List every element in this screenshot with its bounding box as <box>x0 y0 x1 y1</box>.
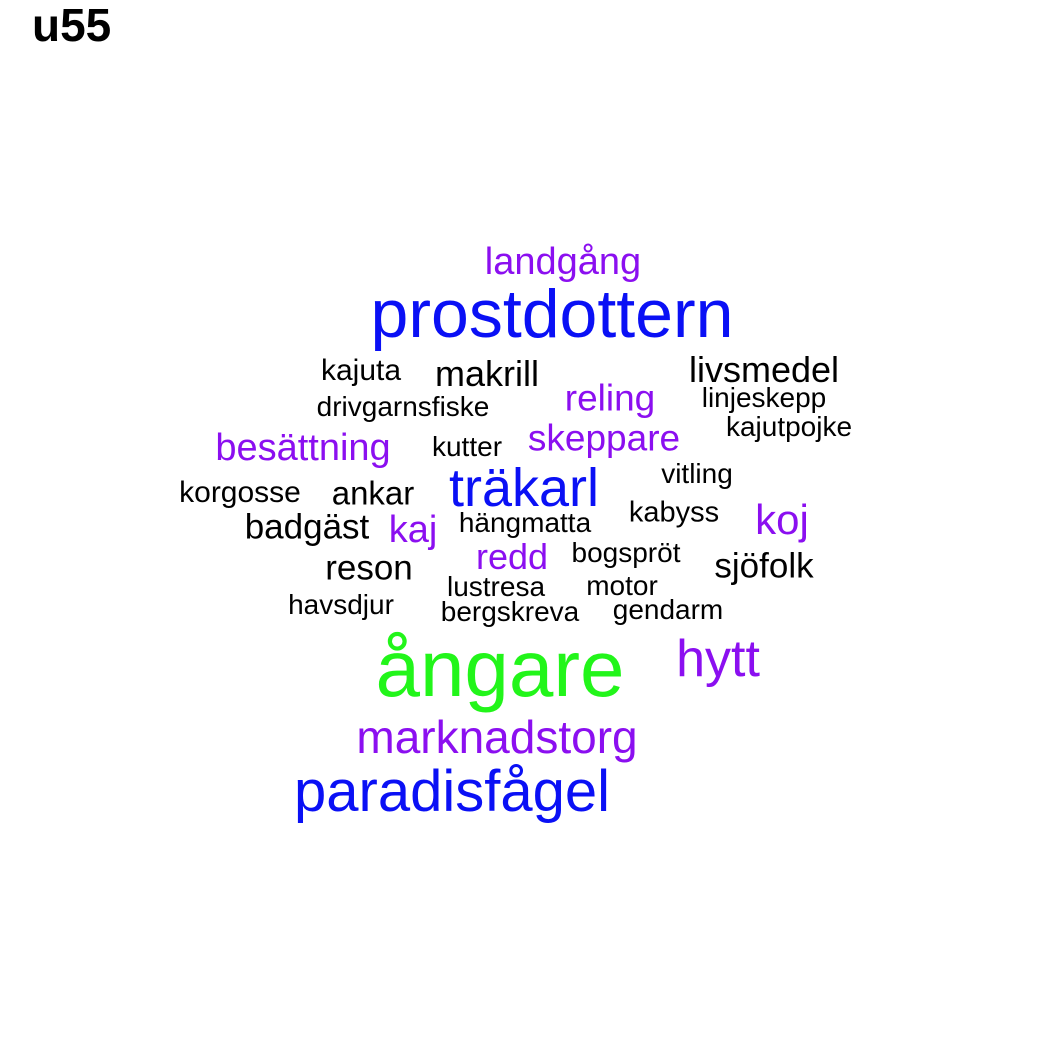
word-22: kajutpojke <box>725 411 853 442</box>
word-11: kaj <box>388 509 438 551</box>
word-7: besättning <box>215 427 391 469</box>
word-33: gendarm <box>612 594 724 625</box>
word-25: korgosse <box>179 476 301 509</box>
word-29: lustresa <box>446 571 546 602</box>
word-16: reson <box>325 548 413 588</box>
word-17: sjöfolk <box>714 546 814 586</box>
word-20: drivgarnsfiske <box>316 391 490 422</box>
word-21: linjeskepp <box>701 382 827 413</box>
word-12: redd <box>475 536 549 577</box>
word-3: träkarl <box>448 458 600 518</box>
word-27: kabyss <box>628 496 720 529</box>
word-23: kutter <box>431 431 503 462</box>
word-19: kajuta <box>320 354 402 387</box>
word-10: koj <box>755 496 809 543</box>
word-6: landgång <box>484 241 642 283</box>
word-18: ankar <box>331 474 415 512</box>
word-0: ångare <box>375 624 625 713</box>
word-13: livsmedel <box>688 349 840 390</box>
page-title: u55 <box>32 0 112 51</box>
word-15: badgäst <box>244 507 370 547</box>
word-2: paradisfågel <box>294 759 610 824</box>
word-24: vitling <box>661 458 733 489</box>
word-14: makrill <box>435 353 539 394</box>
word-8: skeppare <box>527 417 681 459</box>
word-30: motor <box>586 570 658 601</box>
word-26: hängmatta <box>458 507 592 538</box>
word-32: bergskreva <box>440 596 580 627</box>
word-1: prostdottern <box>370 276 734 352</box>
word-28: bogspröt <box>571 537 681 568</box>
word-31: havsdjur <box>288 589 394 620</box>
word-9: reling <box>564 377 656 419</box>
word-4: hytt <box>676 630 760 688</box>
word-5: marknadstorg <box>356 711 638 763</box>
